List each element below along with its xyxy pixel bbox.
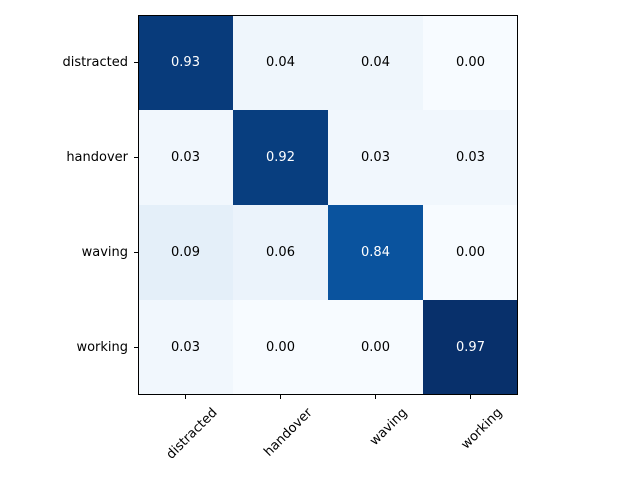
heatmap-cell-0-2 [328,15,423,110]
heatmap-value-label-3-0: 0.03 [171,340,200,355]
heatmap-cells [138,15,518,395]
y-tick-label-0: distracted [62,55,128,70]
heatmap-cell-1-2 [328,110,423,205]
heatmap-value-label-0-2: 0.04 [361,55,390,70]
heatmap-cell-1-3 [423,110,518,205]
heatmap-cell-0-0 [138,15,233,110]
heatmap-value-label-1-3: 0.03 [456,150,485,165]
heatmap-value-label-3-1: 0.00 [266,340,295,355]
heatmap-value-labels: 0.93 0.04 0.04 0.00 0.03 0.92 0.03 0.03 0.09 0.06… [171,55,485,355]
heatmap-cell-2-2 [328,205,423,300]
heatmap-value-label-3-2: 0.00 [361,340,390,355]
heatmap-value-label-1-1: 0.92 [266,150,295,165]
x-axis-ticks: distracted handover waving working [164,395,506,462]
y-tick-label-2: waving [82,245,128,260]
heatmap-value-label-3-3: 0.97 [456,340,485,355]
heatmap-value-label-1-0: 0.03 [171,150,200,165]
heatmap-cell-1-0 [138,110,233,205]
heatmap-value-label-0-0: 0.93 [171,55,200,70]
heatmap-cell-3-3 [423,300,518,395]
heatmap-value-label-2-2: 0.84 [361,245,390,260]
heatmap-value-label-2-3: 0.00 [456,245,485,260]
heatmap-cell-3-0 [138,300,233,395]
plot-frame [138,15,518,395]
heatmap-value-label-2-1: 0.06 [266,245,295,260]
y-tick-label-3: working [76,340,128,355]
heatmap-cell-0-3 [423,15,518,110]
heatmap-value-label-2-0: 0.09 [171,245,200,260]
heatmap-value-label-0-1: 0.04 [266,55,295,70]
heatmap-value-label-0-3: 0.00 [456,55,485,70]
heatmap-cell-2-3 [423,205,518,300]
x-tick-label-0: distracted [164,405,221,462]
heatmap-value-label-1-2: 0.03 [361,150,390,165]
heatmap-cell-2-0 [138,205,233,300]
y-tick-label-1: handover [66,150,128,165]
heatmap-cell-3-1 [233,300,328,395]
x-tick-label-3: working [458,405,505,452]
heatmap-cell-2-1 [233,205,328,300]
x-tick-label-2: waving [367,405,410,448]
heatmap-cell-1-1 [233,110,328,205]
y-axis-ticks: distracted handover waving working [62,55,138,355]
heatmap-cell-0-1 [233,15,328,110]
heatmap-cell-3-2 [328,300,423,395]
x-tick-label-1: handover [261,405,316,460]
